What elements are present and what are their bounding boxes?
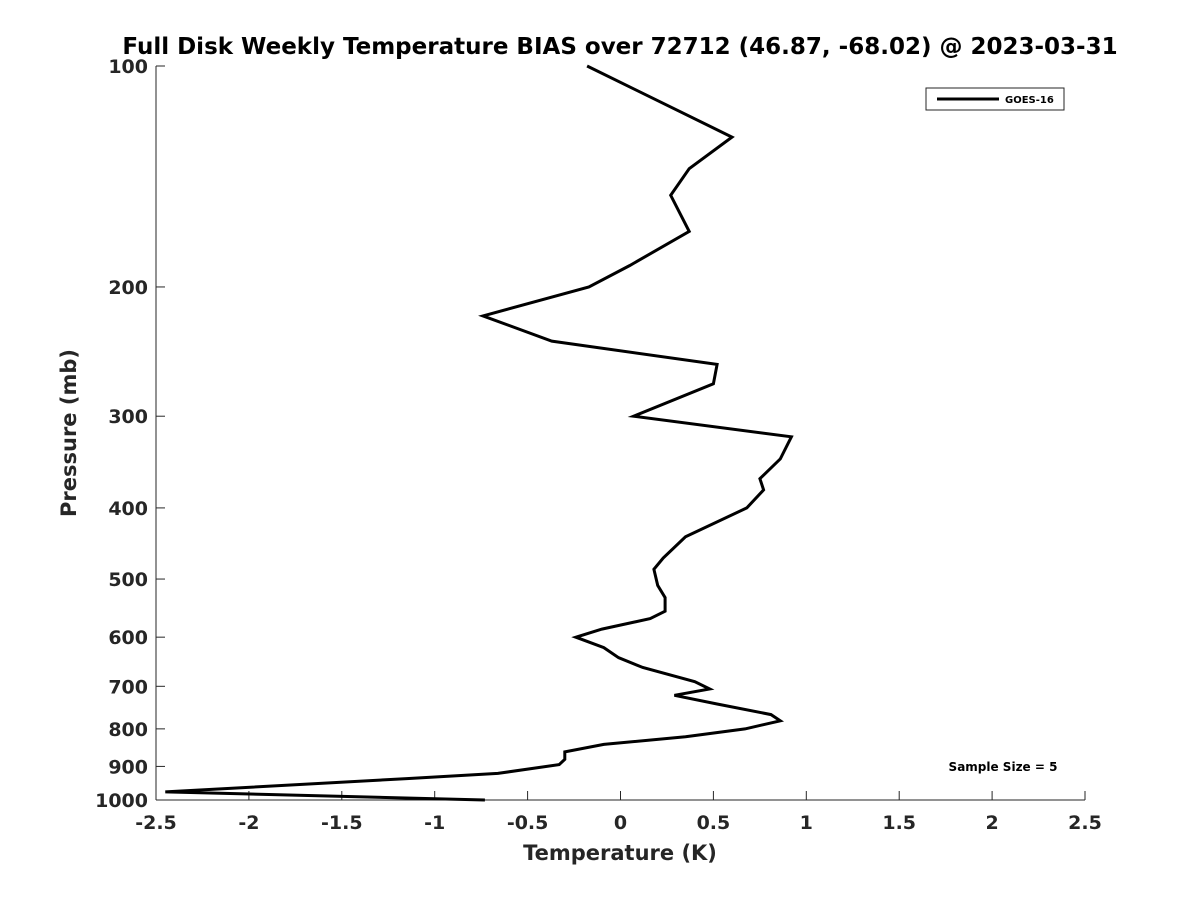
plot-axes (155, 66, 1085, 801)
data-point (484, 800, 485, 801)
data-point (665, 597, 666, 598)
data-point (689, 168, 690, 169)
data-point (780, 458, 781, 459)
y-tick-label: 200 (108, 277, 148, 299)
y-tick-label: 600 (108, 627, 148, 649)
y-tick-label: 1000 (95, 790, 148, 812)
y-tick-label: 300 (108, 406, 148, 428)
data-point (497, 773, 498, 774)
data-point (763, 489, 764, 490)
x-tick-label: 2.5 (1068, 812, 1102, 834)
chart-title: Full Disk Weekly Temperature BIAS over 7… (122, 34, 1117, 60)
y-tick-label: 700 (108, 676, 148, 698)
data-point (791, 436, 792, 437)
y-tick-label: 900 (108, 756, 148, 778)
y-tick-label: 800 (108, 719, 148, 741)
data-point (551, 341, 552, 342)
data-point (759, 478, 760, 479)
data-point (717, 704, 718, 705)
data-point (603, 744, 604, 745)
series-line-goes-16 (165, 64, 794, 802)
x-tick-label: 2 (985, 812, 998, 834)
data-point (674, 695, 675, 696)
y-axis-ticks: 100 200 300 400 500 600 700 800 900 1000 (95, 56, 165, 812)
x-tick-label: -1.5 (321, 812, 363, 834)
data-point (483, 315, 484, 316)
data-point (588, 286, 589, 287)
y-tick-label: 100 (108, 56, 148, 78)
data-point (165, 791, 166, 792)
data-point (685, 536, 686, 537)
data-point (564, 751, 565, 752)
x-tick-label: 0 (614, 812, 627, 834)
data-point (587, 66, 588, 67)
x-tick-label: 0.5 (697, 812, 731, 834)
x-axis-ticks: -2.5 -2 -1.5 -1 -0.5 0 0.5 1 1.5 2 2.5 (135, 791, 1102, 834)
data-point (770, 714, 771, 715)
x-tick-label: -1 (424, 812, 445, 834)
legend: GOES-16 (925, 87, 1065, 111)
sample-size-annotation: Sample Size = 5 (949, 760, 1058, 774)
legend-label-goes-16: GOES-16 (1005, 95, 1054, 106)
data-point (406, 778, 407, 779)
data-point (670, 195, 671, 196)
data-point (559, 764, 560, 765)
data-point (603, 647, 604, 648)
data-point (780, 720, 781, 721)
data-point (629, 265, 630, 266)
x-axis-label: Temperature (K) (523, 841, 717, 865)
data-point (717, 364, 718, 365)
data-point (642, 667, 643, 668)
data-point (575, 637, 576, 638)
x-tick-label: -0.5 (507, 812, 549, 834)
data-point (689, 231, 690, 232)
data-point (564, 759, 565, 760)
data-point (685, 736, 686, 737)
y-tick-label: 400 (108, 498, 148, 520)
x-tick-label: 1 (800, 812, 813, 834)
data-point (657, 585, 658, 586)
x-tick-label: -2.5 (135, 812, 177, 834)
data-point (713, 383, 714, 384)
data-point (744, 728, 745, 729)
data-point (601, 629, 602, 630)
x-tick-label: 1.5 (882, 812, 916, 834)
data-point (746, 507, 747, 508)
data-point (633, 416, 634, 417)
data-point (653, 569, 654, 570)
data-point (663, 557, 664, 558)
data-point (731, 137, 732, 138)
y-axis-label: Pressure (mb) (57, 349, 81, 517)
data-point (665, 611, 666, 612)
series-layer (165, 64, 794, 802)
data-point (650, 618, 651, 619)
data-point (618, 657, 619, 658)
data-point (709, 689, 710, 690)
x-tick-label: -2 (238, 812, 259, 834)
data-point (694, 681, 695, 682)
y-tick-label: 500 (108, 569, 148, 591)
